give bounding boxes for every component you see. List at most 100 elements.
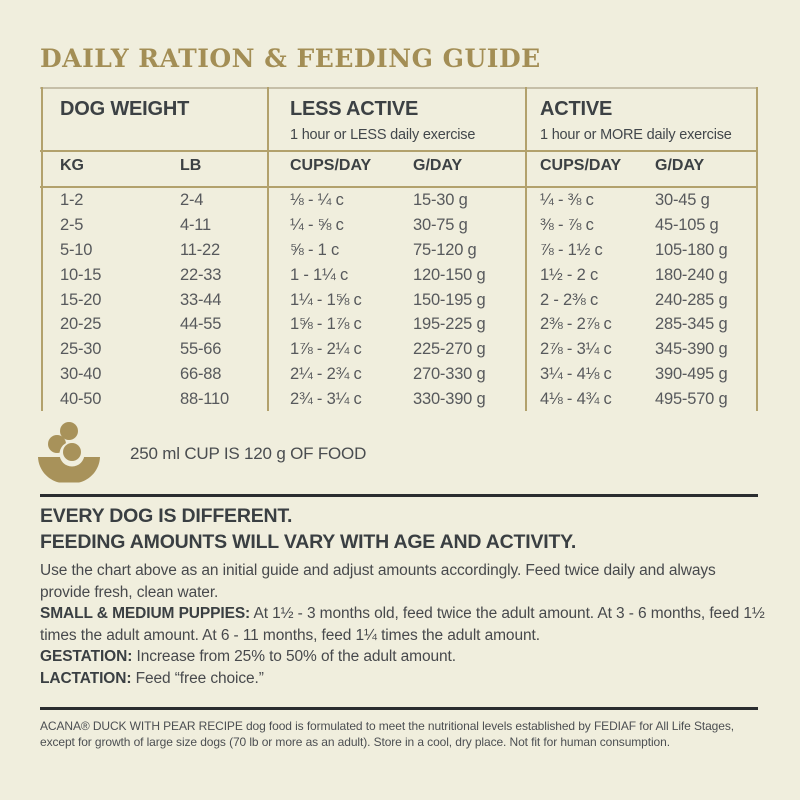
table-row: 25-30 55-66 1⅞ - 2¼ c 225-270 g 2⅞ - 3¼ …	[0, 337, 800, 362]
page-title: DAILY RATION & FEEDING GUIDE	[40, 44, 541, 73]
table-row: 30-40 66-88 2¼ - 2¾ c 270-330 g 3¼ - 4⅛ …	[0, 362, 800, 387]
table-column-divider	[525, 87, 527, 411]
table-row: 15-20 33-44 1¼ - 1⅝ c 150-195 g 2 - 2⅜ c…	[0, 288, 800, 313]
cell-g-active: 345-390 g	[655, 340, 728, 359]
cell-kg: 25-30	[60, 340, 102, 359]
cell-kg: 2-5	[60, 215, 84, 234]
cell-g-active: 240-285 g	[655, 290, 728, 309]
group-subheader-active: 1 hour or MORE daily exercise	[540, 127, 732, 143]
feeding-table-body: 1-2 2-4 ⅛ - ¼ c 15-30 g ¼ - ⅜ c 30-45 g …	[0, 188, 800, 412]
cell-g-less: 270-330 g	[413, 365, 486, 384]
cell-kg: 5-10	[60, 240, 93, 259]
note-puppies-label: SMALL & MEDIUM PUPPIES:	[40, 605, 251, 622]
note-gestation: GESTATION: Increase from 25% to 50% of t…	[40, 646, 768, 668]
note-lactation-label: LACTATION:	[40, 669, 132, 687]
cell-lb: 33-44	[180, 290, 222, 309]
cell-cups-less: ⅝ - 1 c	[290, 240, 340, 259]
notes-heading-line1: EVERY DOG IS DIFFERENT.	[40, 505, 293, 527]
cell-g-active: 45-105 g	[655, 215, 719, 234]
cell-cups-less: ⅛ - ¼ c	[290, 191, 344, 209]
cell-cups-less: 1⅞ - 2¼ c	[290, 340, 362, 359]
cell-cups-less: 1⅝ - 1⅞ c	[290, 315, 362, 334]
column-header-kg: KG	[60, 157, 84, 174]
group-header-active: ACTIVE	[540, 98, 613, 120]
cell-cups-active: 1½ - 2 c	[540, 265, 599, 284]
feeding-notes: Use the chart above as an initial guide …	[40, 560, 768, 689]
cell-cups-active: 2⅜ - 2⅞ c	[540, 315, 612, 334]
note-gestation-text: Increase from 25% to 50% of the adult am…	[132, 648, 456, 665]
regulatory-footnote: ACANA® DUCK WITH PEAR RECIPE dog food is…	[40, 719, 734, 749]
cell-kg: 10-15	[60, 265, 102, 284]
cell-lb: 55-66	[180, 340, 222, 359]
table-subheader-divider	[40, 186, 758, 188]
cell-kg: 30-40	[60, 365, 102, 384]
notes-intro: Use the chart above as an initial guide …	[40, 562, 716, 601]
cell-kg: 1-2	[60, 191, 84, 209]
group-header-less-active: LESS ACTIVE	[290, 98, 419, 120]
cell-lb: 44-55	[180, 315, 222, 334]
cell-cups-active: ⅞ - 1½ c	[540, 240, 603, 259]
cell-g-less: 15-30 g	[413, 191, 468, 209]
footer-divider-rule	[40, 707, 758, 710]
cell-cups-less: ¼ - ⅝ c	[290, 215, 344, 234]
cell-g-active: 105-180 g	[655, 240, 728, 259]
column-header-g-day-less: G/DAY	[413, 157, 463, 174]
cell-cups-active: 4⅛ - 4¾ c	[540, 390, 612, 409]
cell-g-less: 120-150 g	[413, 265, 486, 284]
cell-g-active: 285-345 g	[655, 315, 728, 334]
table-column-divider	[267, 87, 269, 411]
column-header-cups-day-active: CUPS/DAY	[540, 157, 622, 174]
cell-g-less: 30-75 g	[413, 215, 468, 234]
cell-cups-less: 1 - 1¼ c	[290, 265, 349, 284]
column-header-g-day-active: G/DAY	[655, 157, 705, 174]
cell-lb: 4-11	[180, 215, 211, 234]
cell-kg: 15-20	[60, 290, 102, 309]
column-header-lb: LB	[180, 157, 202, 174]
cell-g-less: 75-120 g	[413, 240, 477, 259]
note-lactation-text: Feed “free choice.”	[131, 669, 264, 687]
note-lactation: LACTATION: Feed “free choice.”	[40, 668, 768, 690]
table-row: 5-10 11-22 ⅝ - 1 c 75-120 g ⅞ - 1½ c 105…	[0, 238, 800, 263]
table-row: 40-50 88-110 2¾ - 3¼ c 330-390 g 4⅛ - 4¾…	[0, 387, 800, 412]
table-header-divider	[40, 150, 758, 152]
table-row: 10-15 22-33 1 - 1¼ c 120-150 g 1½ - 2 c …	[0, 263, 800, 288]
cell-g-less: 150-195 g	[413, 290, 486, 309]
cell-cups-less: 1¼ - 1⅝ c	[290, 290, 362, 309]
table-right-border	[756, 87, 758, 411]
cell-g-active: 30-45 g	[655, 191, 710, 209]
cell-lb: 66-88	[180, 365, 222, 384]
cell-cups-less: 2¼ - 2¾ c	[290, 365, 362, 384]
cell-lb: 88-110	[180, 390, 229, 409]
section-divider-rule	[40, 494, 758, 497]
cell-cups-active: 2⅞ - 3¼ c	[540, 340, 612, 359]
cell-g-less: 225-270 g	[413, 340, 486, 359]
cell-cups-active: 2 - 2⅜ c	[540, 290, 599, 309]
cell-cups-active: ⅜ - ⅞ c	[540, 215, 594, 234]
cell-g-less: 330-390 g	[413, 390, 486, 409]
bowl-kibble-icon	[38, 422, 100, 483]
group-header-dog-weight: DOG WEIGHT	[60, 98, 190, 120]
table-row: 20-25 44-55 1⅝ - 1⅞ c 195-225 g 2⅜ - 2⅞ …	[0, 312, 800, 337]
cell-g-active: 390-495 g	[655, 365, 728, 384]
cell-lb: 2-4	[180, 191, 204, 209]
cup-size-note: 250 ml CUP IS 120 g OF FOOD	[130, 444, 367, 463]
cell-lb: 11-22	[180, 240, 220, 259]
cell-lb: 22-33	[180, 265, 222, 284]
notes-heading-line2: FEEDING AMOUNTS WILL VARY WITH AGE AND A…	[40, 531, 577, 553]
table-left-border	[41, 87, 43, 411]
cell-g-active: 180-240 g	[655, 265, 728, 284]
cell-kg: 20-25	[60, 315, 102, 334]
cell-cups-active: 3¼ - 4⅛ c	[540, 365, 612, 384]
note-puppies-text: At 1½ - 3 months old, feed twice the adu…	[40, 605, 765, 644]
group-subheader-less-active: 1 hour or LESS daily exercise	[290, 127, 476, 143]
note-puppies: SMALL & MEDIUM PUPPIES: At 1½ - 3 months…	[40, 603, 768, 646]
cell-cups-active: ¼ - ⅜ c	[540, 191, 594, 209]
table-row: 1-2 2-4 ⅛ - ¼ c 15-30 g ¼ - ⅜ c 30-45 g	[0, 188, 800, 213]
cell-cups-less: 2¾ - 3¼ c	[290, 390, 362, 409]
cell-g-less: 195-225 g	[413, 315, 486, 334]
table-row: 2-5 4-11 ¼ - ⅝ c 30-75 g ⅜ - ⅞ c 45-105 …	[0, 213, 800, 238]
cell-g-active: 495-570 g	[655, 390, 728, 409]
note-gestation-label: GESTATION:	[40, 648, 133, 665]
table-top-border	[40, 87, 758, 89]
